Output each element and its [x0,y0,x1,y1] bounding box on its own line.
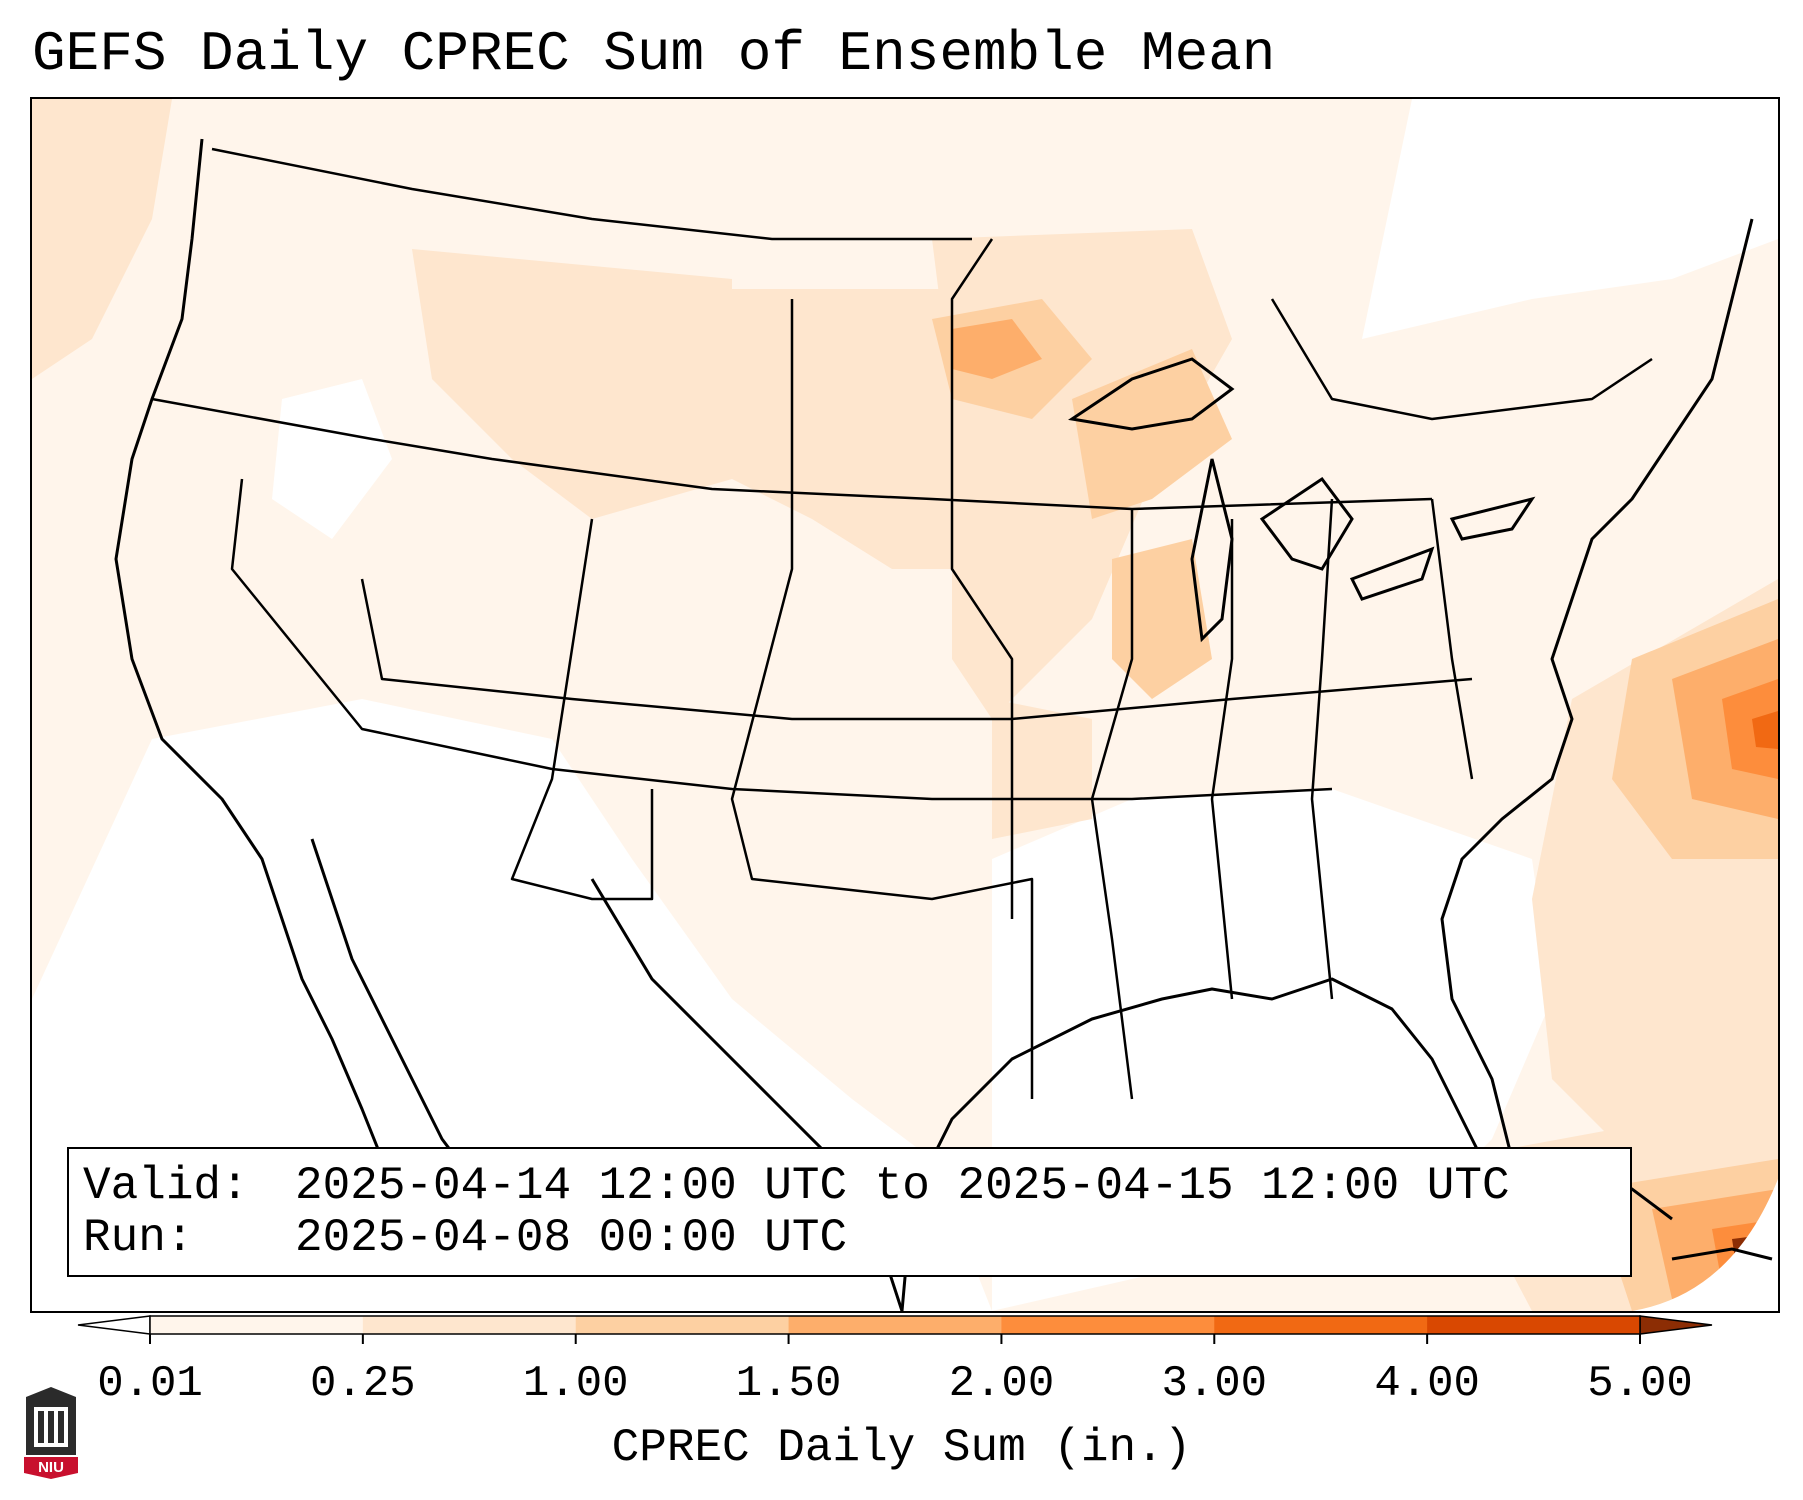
colorbar-segment [1001,1316,1215,1334]
niu-logo: NIU [24,1387,78,1479]
valid-line: Valid: 2025-04-14 12:00 UTC to 2025-04-15… [83,1159,1510,1213]
colorbar-title: CPREC Daily Sum (in.) [611,1422,1192,1474]
precipitation-map [30,97,1780,1313]
run-line: Run: 2025-04-08 00:00 UTC [83,1211,847,1265]
colorbar-tick-label: 1.00 [522,1359,629,1409]
domain-edge [1632,1179,1778,1311]
colorbar-over-arrow [1639,1315,1713,1335]
valid-run-infobox: Valid: 2025-04-14 12:00 UTC to 2025-04-15… [67,1147,1632,1277]
high-precip-cell [1752,711,1778,749]
colorbar-segment [150,1316,364,1334]
state-borders [151,147,1653,1100]
colorbar-tick-label: 4.00 [1374,1359,1480,1409]
colorbar-tick-label: 2.00 [948,1359,1055,1409]
map-canvas [32,99,1778,1311]
valid-value: 2025-04-14 12:00 UTC to 2025-04-15 12:00… [295,1160,1510,1212]
colorbar-outline [149,1315,1641,1335]
colorbar-tick-label: 1.50 [735,1359,842,1409]
great-lakes [1068,357,1536,643]
colorbar-segment [788,1316,1002,1334]
colorbar-under-arrow [77,1315,151,1335]
run-label: Run: [83,1212,194,1264]
coastlines [114,138,1754,1311]
colorbar-tick-label: 0.25 [310,1359,416,1409]
colorbar-segment [1427,1316,1641,1334]
colorbar [77,1315,1713,1344]
svg-text:NIU: NIU [38,1459,64,1476]
colorbar-segment [362,1316,577,1334]
colorbar-tick-label: 5.00 [1587,1359,1693,1409]
colorbar-segment [1214,1316,1428,1334]
colorbar-tick-label: 3.00 [1161,1359,1268,1409]
map-title: GEFS Daily CPREC Sum of Ensemble Mean [32,22,1276,86]
valid-label: Valid: [83,1160,249,1212]
colorbar-tick-label: 0.01 [97,1359,203,1409]
run-value: 2025-04-08 00:00 UTC [295,1212,848,1264]
colorbar-segment [575,1316,790,1334]
